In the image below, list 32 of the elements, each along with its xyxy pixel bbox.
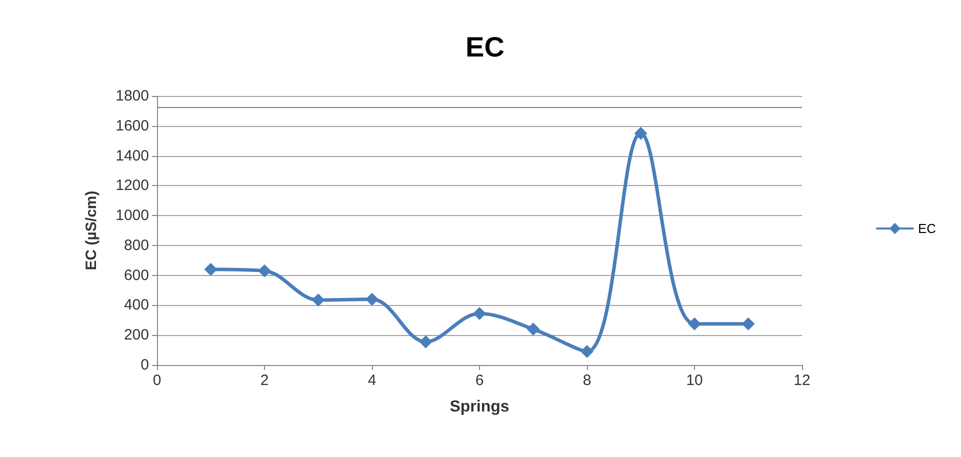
point: [419, 335, 432, 348]
y-tick-label: 1800: [116, 88, 149, 104]
point: [258, 264, 271, 278]
y-tick-label: 1200: [116, 177, 149, 194]
x-tick-label: 12: [794, 372, 810, 389]
point: [526, 322, 540, 336]
y-tick-label: 1000: [116, 207, 149, 224]
point: [473, 306, 486, 320]
y-tick-label: 800: [124, 236, 149, 254]
x-tick-label: 10: [686, 372, 703, 389]
y-tick-label: 400: [124, 296, 149, 314]
point: [634, 126, 648, 140]
y-tick-label: 200: [124, 326, 149, 344]
y-tick-label: 1400: [116, 147, 149, 164]
point: [688, 317, 701, 330]
chart-title: EC: [466, 32, 504, 62]
legend-label: EC: [918, 221, 936, 236]
point: [366, 292, 378, 306]
point: [580, 345, 594, 358]
x-tick-label: 6: [475, 372, 484, 389]
point: [204, 262, 218, 276]
x-tick-label: 8: [582, 372, 592, 389]
x-tick-label: 0: [152, 372, 162, 389]
y-tick-label: 0: [140, 356, 149, 374]
point: [742, 317, 755, 330]
point: [312, 293, 325, 306]
x-tick-label: 4: [368, 372, 376, 389]
y-tick-label: 600: [124, 266, 149, 284]
y-axis-title: EC (µS/cm): [83, 190, 100, 270]
y-tick-label: 1600: [116, 117, 149, 134]
x-tick-label: 2: [260, 372, 269, 389]
x-axis-title: Springs: [450, 398, 510, 416]
